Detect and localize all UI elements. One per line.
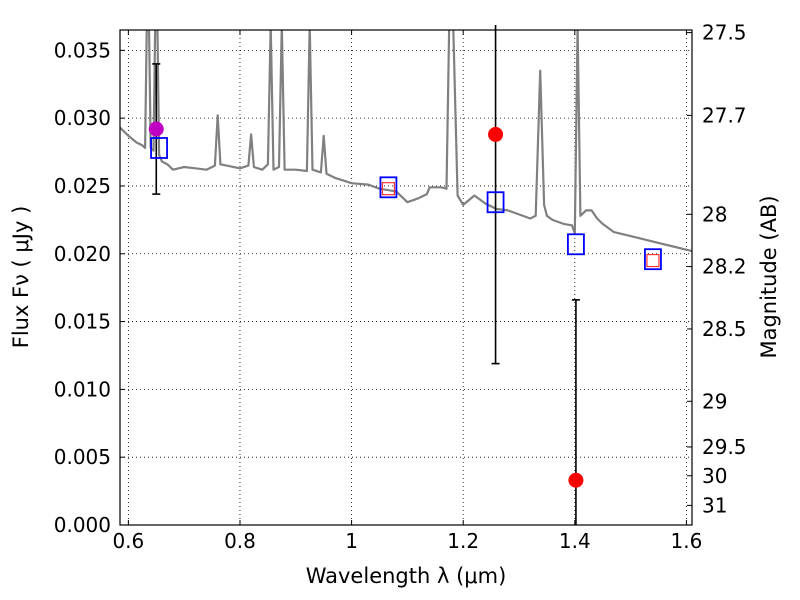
y-tick-label: 0.015: [54, 310, 111, 334]
right-tick-label: 30: [702, 464, 727, 488]
observed-flux-square: [486, 191, 505, 214]
x-tick-label: 1: [345, 529, 358, 553]
model-flux-square: [381, 182, 396, 196]
model-spectrum: [120, 30, 692, 253]
right-tick-label: 28.2: [702, 255, 747, 279]
observed-flux-square: [150, 137, 168, 159]
flux-point-circle: [568, 472, 584, 488]
y-tick-label: 0.035: [54, 38, 111, 62]
spectrum-line: [120, 30, 692, 253]
y-tick-label: 0.005: [54, 445, 111, 469]
y-axis-right-title: Magnitude (AB): [757, 195, 781, 358]
y-tick-label: 0.000: [54, 513, 111, 537]
right-tick-label: 31: [702, 493, 727, 517]
axis-ticks: 0.6 0.8 1 1.2 1.4 1.6 0.000 0.005 0.010 0.015 0.02…: [54, 21, 747, 553]
flux-point-circle: [148, 121, 164, 137]
x-tick-label: 1.2: [447, 529, 479, 553]
data-markers: [148, 121, 662, 488]
y-axis-title: Flux Fν ( μJy ): [9, 206, 33, 349]
observed-flux-square: [644, 248, 662, 271]
right-tick-label: 28.5: [702, 317, 747, 341]
flux-point-circle: [488, 126, 504, 142]
right-tick-label: 29: [702, 389, 727, 413]
observed-flux-square: [379, 176, 398, 199]
x-tick-label: 0.8: [224, 529, 256, 553]
right-tick-label: 27.7: [702, 103, 747, 127]
y-tick-label: 0.010: [54, 377, 111, 401]
y-tick-label: 0.025: [54, 174, 111, 198]
right-tick-label: 27.5: [702, 21, 747, 45]
x-tick-label: 1.6: [671, 529, 703, 553]
y-tick-label: 0.020: [54, 242, 111, 266]
right-tick-label: 29.5: [702, 435, 747, 459]
plot-frame: [119, 29, 693, 526]
model-flux-square: [646, 253, 660, 268]
x-tick-label: 1.4: [559, 529, 591, 553]
x-tick-label: 0.6: [112, 529, 144, 553]
right-tick-label: 28: [702, 202, 727, 226]
observed-flux-square: [567, 233, 585, 256]
x-axis-title: Wavelength λ (μm): [306, 564, 507, 588]
y-tick-label: 0.030: [54, 106, 111, 130]
